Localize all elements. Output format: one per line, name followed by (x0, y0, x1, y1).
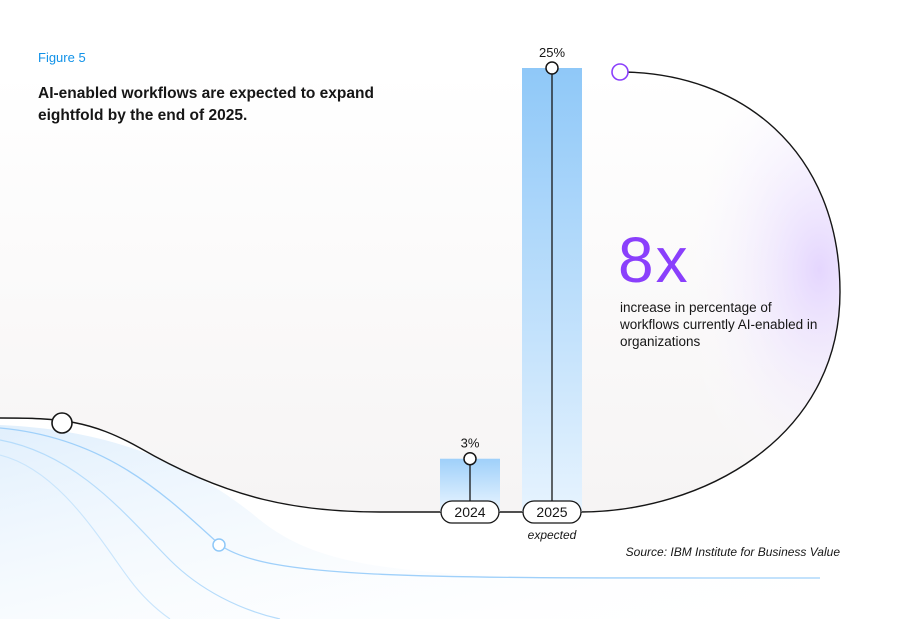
bar-top-node (545, 61, 559, 75)
curve-end-node (611, 63, 629, 81)
purple-glow (580, 72, 840, 512)
curve-node (51, 412, 73, 434)
trend-curve (0, 71, 841, 513)
flow-node (212, 538, 226, 552)
figure-label: Figure 5 (38, 50, 86, 65)
source-note: Source: IBM Institute for Business Value (625, 545, 840, 559)
data-label: 3% (461, 436, 480, 451)
bars-layer: 3% 2024 25% 2025 expected (440, 45, 582, 542)
multiplier-description: increase in percentage of workflows curr… (620, 300, 818, 349)
data-label: 25% (539, 45, 565, 60)
multiplier-highlight: 8x (618, 224, 690, 296)
bar-top-node (463, 451, 477, 466)
category-pill (522, 500, 582, 524)
category-label: 2024 (454, 504, 485, 520)
category-note: expected (528, 528, 577, 542)
flow-line (0, 454, 171, 619)
chart-title: AI-enabled workflows are expected to exp… (38, 85, 374, 124)
blue-wash (0, 425, 820, 619)
category-label: 2025 (536, 504, 567, 520)
flow-line (0, 439, 281, 619)
category-pill (440, 500, 500, 524)
flow-line (0, 427, 821, 579)
